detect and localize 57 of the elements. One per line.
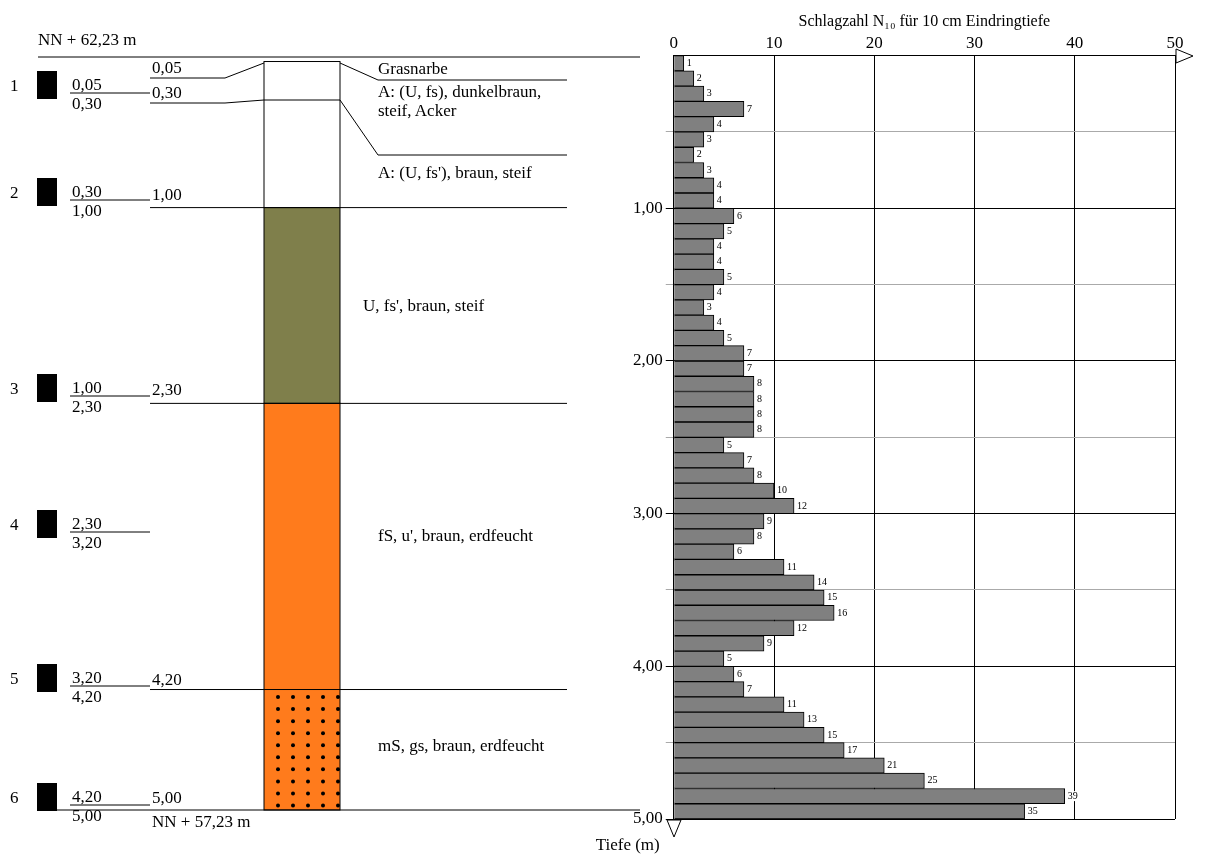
- data-label: 8: [756, 423, 762, 435]
- data-label: 4: [716, 179, 722, 190]
- data-label: 5: [726, 438, 732, 450]
- data-label: 17: [847, 743, 858, 755]
- data-label: 9: [766, 637, 772, 649]
- data-label: 11: [787, 560, 797, 572]
- data-label: 5: [726, 224, 732, 236]
- data-label: 2: [696, 72, 702, 84]
- x-tick-label: 20: [865, 32, 883, 52]
- data-label: 11: [787, 698, 797, 710]
- x-tick-label: 50: [1166, 32, 1184, 52]
- x-tick-label: 10: [765, 32, 783, 52]
- data-label: 16: [837, 606, 848, 618]
- data-label: 5: [726, 331, 732, 343]
- data-label: 12: [797, 499, 808, 511]
- data-label: 5: [726, 270, 732, 282]
- data-label: 8: [756, 469, 762, 481]
- data-label: 3: [706, 133, 712, 145]
- data-label: 8: [756, 392, 762, 404]
- data-label: 9: [766, 514, 772, 526]
- data-label: 15: [827, 591, 838, 603]
- data-label: 8: [756, 408, 762, 420]
- data-label: 8: [756, 377, 762, 389]
- data-label: 21: [887, 759, 898, 771]
- x-axis-title: Schlagzahl N₁₀ für 10 cm Eindringtiefe: [798, 11, 1051, 30]
- data-label: 8: [756, 530, 762, 542]
- data-label: 10: [777, 484, 787, 496]
- data-label: 6: [736, 545, 742, 557]
- data-label: 2: [696, 148, 702, 160]
- data-label: 6: [736, 209, 742, 221]
- data-label: 7: [746, 362, 752, 374]
- data-label: 7: [746, 102, 752, 114]
- data-label: 12: [797, 621, 808, 633]
- x-tick-label: 0: [669, 32, 678, 52]
- data-label: 3: [706, 87, 712, 99]
- data-label: 4: [716, 240, 722, 252]
- data-label: 14: [817, 575, 828, 587]
- data-label: 7: [746, 346, 752, 358]
- data-label: 6: [736, 667, 742, 679]
- data-label: 5: [726, 652, 732, 664]
- data-label: 15: [827, 728, 838, 740]
- data-label: 4: [716, 285, 722, 297]
- data-label: 3: [706, 301, 712, 313]
- data-label: 7: [746, 453, 752, 465]
- x-tick-label: 40: [1066, 32, 1084, 52]
- data-label: 25: [927, 774, 938, 786]
- data-label: 39: [1067, 789, 1078, 801]
- data-label: 13: [807, 713, 818, 725]
- x-tick-label: 30: [966, 32, 983, 52]
- data-label: 3: [706, 163, 712, 175]
- data-label: 4: [716, 316, 722, 328]
- data-label: 4: [716, 117, 722, 129]
- data-label: 4: [716, 255, 722, 267]
- data-label: 7: [746, 682, 752, 694]
- data-label: 1: [686, 56, 692, 68]
- data-label: 4: [716, 194, 722, 206]
- data-label: 35: [1027, 804, 1038, 816]
